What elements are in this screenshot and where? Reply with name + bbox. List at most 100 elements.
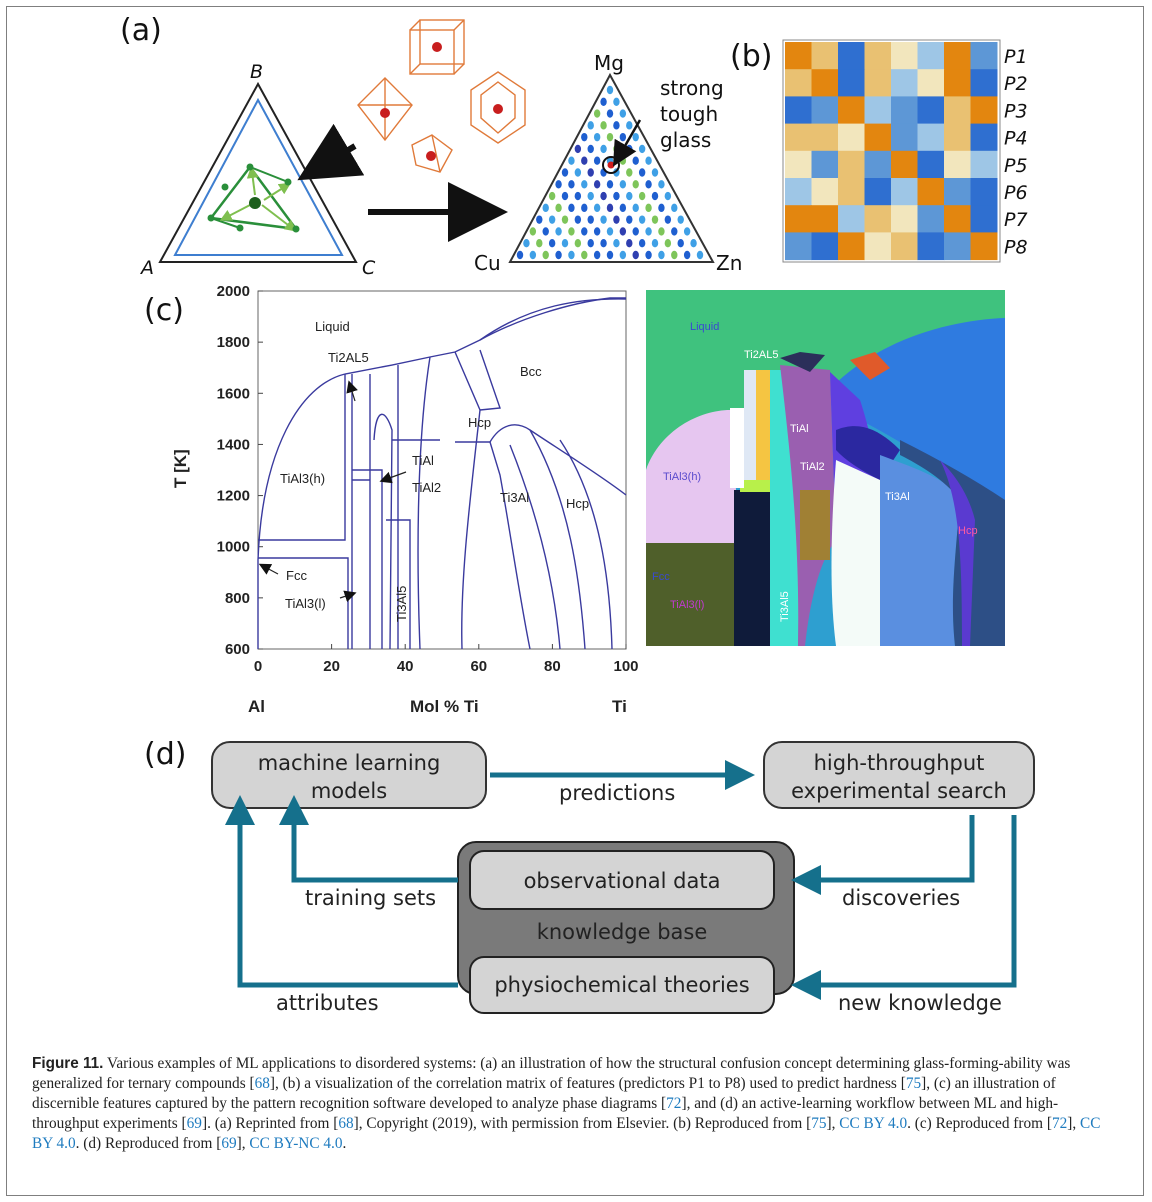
vertex-c: C (362, 257, 376, 279)
heatmap-cell (970, 69, 998, 97)
license-link[interactable]: CC BY-NC 4.0 (249, 1135, 343, 1152)
composition-dot (664, 191, 672, 201)
composition-dot (606, 85, 614, 95)
figure-caption: Figure 11. Various examples of ML applic… (32, 1054, 1122, 1154)
citation-link[interactable]: 75 (811, 1115, 827, 1132)
y-tick-label: 1000 (217, 539, 250, 556)
seg-label-liquid: Liquid (690, 321, 719, 333)
figure-frame (6, 6, 1144, 1196)
composition-dot (561, 168, 569, 177)
ht-search-line1: high-throughput (814, 751, 985, 775)
heatmap-row-label: P3 (1004, 100, 1028, 122)
workflow-arrows (225, 760, 1017, 1000)
heatmap-cell (917, 123, 945, 152)
composition-dot (542, 250, 549, 260)
ml-models-line1: machine learning (258, 751, 441, 775)
heatmap-cell (891, 205, 918, 233)
composition-dot (677, 239, 684, 248)
composition-dot (574, 191, 582, 201)
heatmap-cell (785, 205, 812, 233)
phase-boundaries (257, 297, 627, 650)
label-tial3h: TiAl3(h) (280, 471, 325, 486)
license-link[interactable]: CC BY 4.0 (32, 1115, 1101, 1152)
citation-link[interactable]: 72 (666, 1095, 682, 1112)
composition-dot (645, 156, 652, 165)
composition-dot (568, 156, 575, 165)
figure-11: (a) B A C (120, 13, 1035, 1015)
heatmap-cell (864, 232, 892, 261)
heatmap-cell (838, 42, 865, 70)
heatmap-cell (811, 232, 839, 261)
composition-dot (683, 250, 691, 260)
panel-b-letter: (b) (730, 39, 772, 74)
x-tick-label: 80 (544, 658, 561, 675)
caption-text: Various examples of ML applications to d… (32, 1055, 1101, 1152)
license-link[interactable]: CC BY 4.0 (839, 1115, 908, 1132)
correlation-heatmap (785, 42, 998, 261)
composition-dot (587, 168, 594, 177)
composition-dot (626, 215, 633, 224)
heatmap-cell (838, 205, 865, 233)
composition-dot (581, 227, 588, 236)
heatmap-cell (864, 178, 892, 206)
citation-link[interactable]: 72 (1051, 1115, 1068, 1132)
heatmap-cell (944, 232, 971, 261)
panel-a: (a) B A C (120, 13, 742, 279)
composition-dot (658, 180, 665, 189)
composition-dot (593, 203, 601, 213)
citation-link[interactable]: 68 (338, 1115, 354, 1132)
citation-link[interactable]: 69 (186, 1115, 202, 1132)
composition-dot (613, 215, 620, 224)
y-tick-label: 1600 (217, 385, 250, 402)
panel-c-letter: (c) (144, 293, 184, 328)
composition-dot (606, 180, 614, 189)
predictions-label: predictions (559, 781, 675, 805)
composition-dot (581, 250, 588, 260)
composition-dot (632, 250, 639, 260)
composition-dot (619, 203, 627, 213)
heatmap-cell (838, 69, 865, 97)
heatmap-cell (811, 150, 839, 179)
discoveries-label: discoveries (842, 886, 960, 910)
composition-dot (561, 239, 569, 248)
heatmap-cell (838, 123, 865, 152)
x-tick-label: 60 (470, 658, 487, 675)
composition-dot (593, 132, 601, 142)
panel-c: (c) 0 20 40 60 80 100 600 800 1000 1200 1400 1600 18… (144, 283, 1005, 716)
composition-dot (626, 144, 633, 154)
heatmap-cell (811, 69, 839, 97)
heatmap-cell (864, 123, 892, 152)
composition-dot (587, 121, 594, 130)
composition-dot (574, 144, 582, 154)
x-tick-label: 20 (323, 658, 340, 675)
heatmap-cell (917, 178, 945, 206)
citation-link[interactable]: 69 (221, 1135, 237, 1152)
heatmap-cell (864, 205, 892, 233)
heatmap-cell (970, 205, 998, 233)
heatmap-cell (838, 150, 865, 179)
composition-dot (581, 156, 588, 165)
composition-dot (523, 239, 530, 248)
annotation-strong: strong (660, 76, 724, 100)
citation-link[interactable]: 75 (905, 1075, 922, 1092)
composition-dot (555, 180, 562, 189)
composition-dot (587, 215, 594, 224)
composition-dot (632, 227, 639, 236)
heatmap-cell (785, 150, 812, 179)
heatmap-cell (864, 150, 892, 179)
discoveries-arrow (791, 815, 975, 895)
heatmap-cell (917, 150, 945, 179)
citation-link[interactable]: 68 (254, 1075, 270, 1092)
heatmap-row-label: P7 (1004, 209, 1028, 231)
heatmap-cell (785, 42, 812, 70)
heatmap-row-label: P8 (1004, 236, 1028, 258)
heatmap-cell (891, 96, 918, 125)
heatmap-cell (944, 205, 971, 233)
composition-dot (671, 203, 678, 213)
composition-dot (593, 156, 601, 165)
composition-dot (645, 203, 652, 213)
composition-dot (651, 168, 659, 177)
heatmap-cell (944, 42, 971, 70)
theories-box (469, 956, 775, 1014)
heatmap-cell (811, 42, 839, 70)
